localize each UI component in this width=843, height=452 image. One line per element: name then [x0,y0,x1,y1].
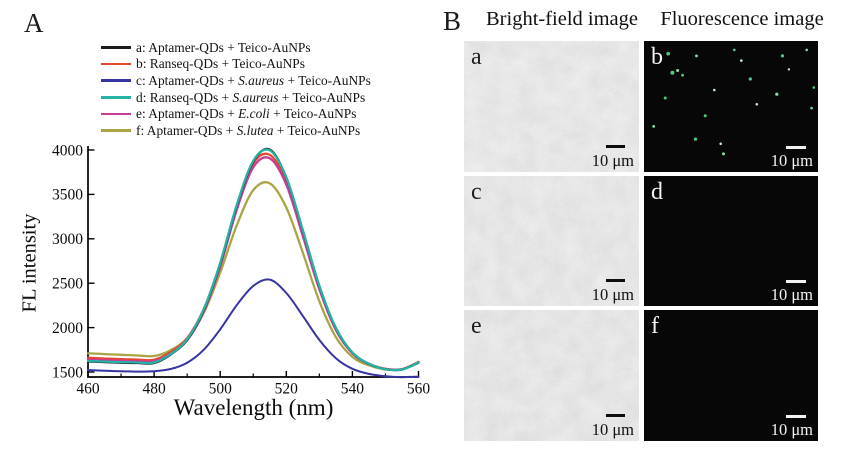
legend-line-d [101,96,131,99]
svg-text:4000: 4000 [52,142,83,159]
legend-row-b: b: Ranseq-QDs + Teico-AuNPs [101,56,371,73]
scale-label: 10 μm [770,420,813,440]
x-axis-title: Wavelength (nm) [173,395,334,420]
brightfield-texture [464,310,639,441]
micrograph-letter: a [471,44,482,70]
chart-legend: a: Aptamer-QDs + Teico-AuNPs b: Ranseq-Q… [101,39,371,139]
svg-text:2000: 2000 [52,320,83,337]
legend-row-a: a: Aptamer-QDs + Teico-AuNPs [101,39,371,56]
legend-label-f: f: Aptamer-QDs + S.lutea + Teico-AuNPs [136,123,361,139]
svg-text:1500: 1500 [52,364,83,381]
legend-row-f: f: Aptamer-QDs + S.lutea + Teico-AuNPs [101,122,371,139]
fl-spectrum-chart: 460 480 500 520 540 560 1500 2000 2500 3000 3500 40… [52,142,431,398]
svg-text:460: 460 [76,381,100,398]
scale-bar [606,279,625,282]
brightfield-texture [464,176,639,306]
brightfield-texture [464,41,639,172]
micrograph-letter: e [471,313,482,339]
svg-text:480: 480 [142,381,166,398]
scale-label: 10 μm [591,285,634,305]
svg-text:560: 560 [407,381,431,398]
scale-label: 10 μm [591,420,634,440]
scale-bar [786,279,806,283]
scale-label: 10 μm [770,151,813,171]
fluorescence-dots [652,48,816,156]
legend-label-c: c: Aptamer-QDs + S.aureus + Teico-AuNPs [136,73,371,89]
scale-bar [606,145,625,148]
legend-row-e: e: Aptamer-QDs + E.coli + Teico-AuNPs [101,106,371,123]
micrograph-c-brightfield: c 10 μm [464,176,639,306]
micrograph-b-fluorescence: b 10 μm [644,41,818,172]
column-header-brightfield: Bright-field image [486,8,638,30]
scale-bar [606,414,625,417]
micrograph-letter: b [651,44,663,70]
panel-a-label: A [24,8,44,38]
legend-label-a: a: Aptamer-QDs + Teico-AuNPs [136,39,311,55]
scale-label: 10 μm [770,285,813,305]
legend-line-b [101,62,131,66]
micrograph-a-brightfield: a 10 μm [464,41,639,172]
panel-b-label: B [443,6,462,36]
svg-text:540: 540 [341,381,365,398]
y-axis-title: FL intensity [18,213,41,313]
legend-row-c: c: Aptamer-QDs + S.aureus + Teico-AuNPs [101,72,371,89]
scale-bar [786,414,806,418]
column-header-fluorescence: Fluorescence image [660,8,824,30]
svg-text:2500: 2500 [52,276,83,293]
micrograph-e-brightfield: e 10 μm [464,310,639,441]
micrograph-letter: f [651,313,659,339]
legend-line-f [101,129,131,133]
micrograph-letter: d [651,179,663,205]
legend-label-d: d: Ranseq-QDs + S.aureus + Teico-AuNPs [136,89,366,105]
micrograph-letter: c [471,179,482,205]
legend-line-e [101,112,131,116]
svg-text:500: 500 [209,381,233,398]
legend-line-a [101,46,131,49]
legend-label-e: e: Aptamer-QDs + E.coli + Teico-AuNPs [136,106,357,122]
scale-label: 10 μm [591,151,634,171]
svg-text:520: 520 [275,381,299,398]
legend-label-b: b: Ranseq-QDs + Teico-AuNPs [136,56,305,72]
scale-bar [786,145,806,149]
legend-row-d: d: Ranseq-QDs + S.aureus + Teico-AuNPs [101,89,371,106]
svg-text:3500: 3500 [52,187,83,204]
micrograph-f-fluorescence: f 10 μm [644,310,818,441]
svg-text:3000: 3000 [52,231,83,248]
micrograph-d-fluorescence: d 10 μm [644,176,818,306]
legend-line-c [101,79,131,83]
